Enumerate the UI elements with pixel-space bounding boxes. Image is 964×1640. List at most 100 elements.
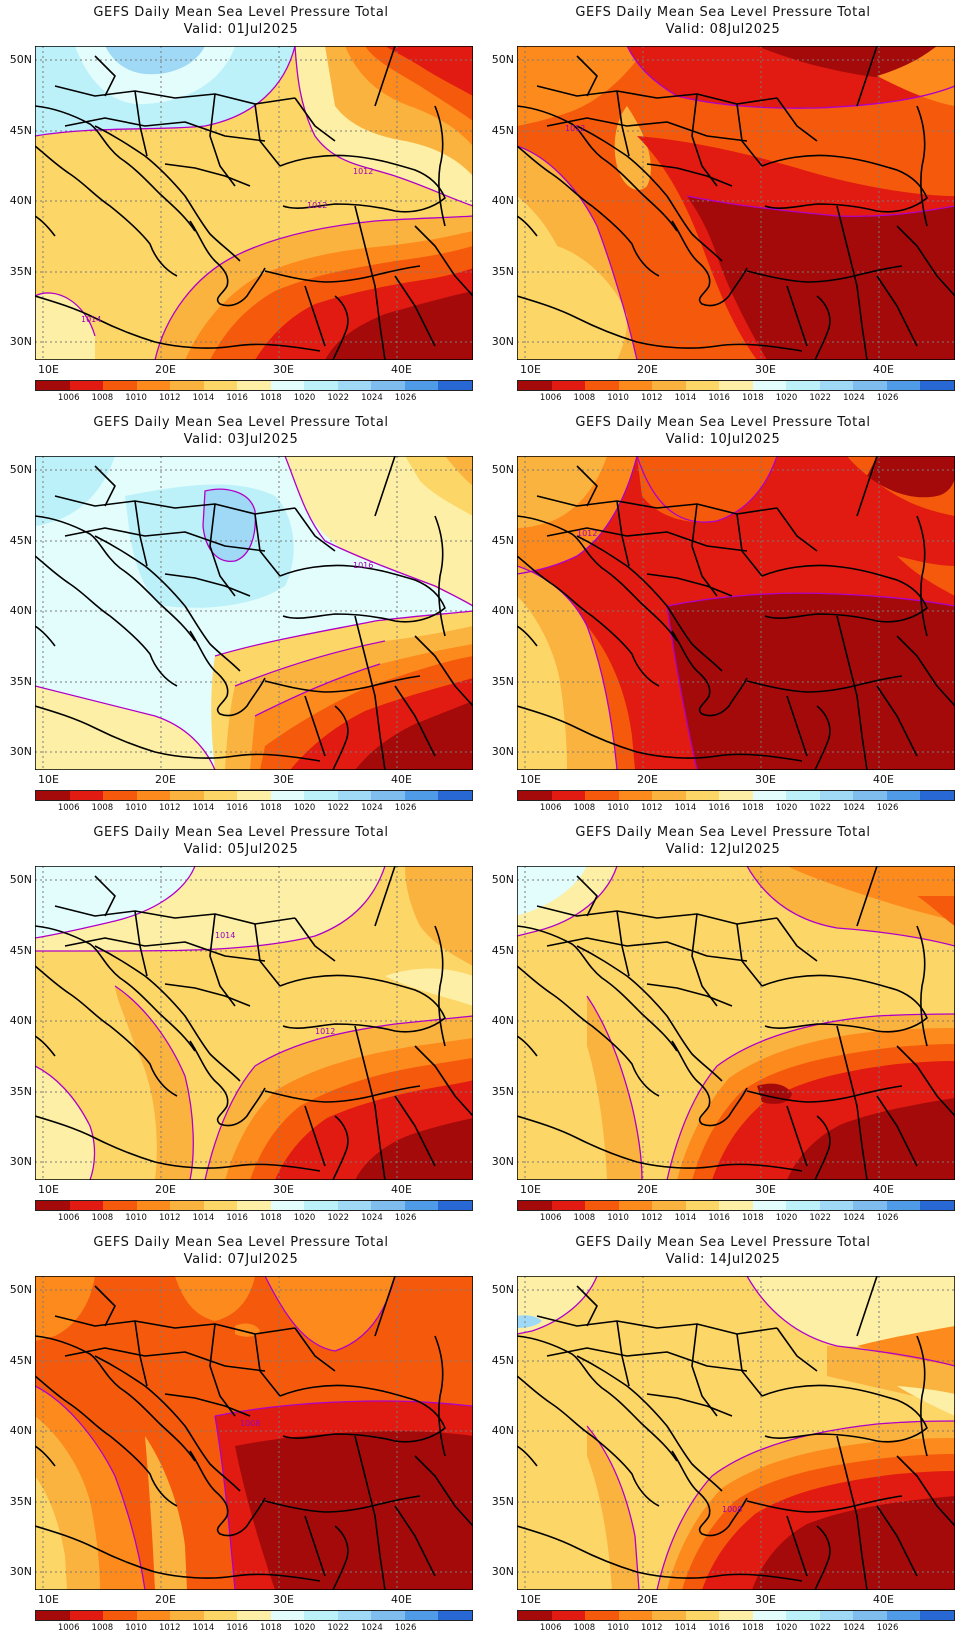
colorbar-swatch: [103, 791, 137, 800]
lon-label: 40E: [873, 1183, 894, 1196]
lat-label: 45N: [9, 124, 32, 137]
colorbar-label: 1024: [843, 1623, 865, 1633]
colorbar-label: 1026: [394, 803, 417, 813]
colorbar-swatch: [270, 1611, 305, 1620]
lat-label: 35N: [491, 265, 514, 278]
map-panel-10jul: GEFS Daily Mean Sea Level Pressure Total…: [482, 410, 964, 820]
colorbar-label: 1018: [260, 1213, 282, 1223]
colorbar-swatch: [853, 381, 887, 390]
lat-label: 35N: [9, 265, 32, 278]
colorbar-swatch: [618, 381, 653, 390]
lat-label: 45N: [9, 944, 32, 957]
colorbar-swatch: [685, 1201, 720, 1210]
colorbar-labels: 1006 1008 1010 1012 1014 1016 1018 1020 1022 1024…: [517, 393, 955, 405]
lat-label: 45N: [9, 1354, 32, 1367]
colorbar-swatch: [719, 1201, 753, 1210]
colorbar-swatch: [719, 381, 753, 390]
lat-label: 45N: [491, 124, 514, 137]
colorbar-swatch: [551, 791, 586, 800]
lon-label: 30E: [273, 363, 294, 376]
lat-label: 50N: [9, 53, 32, 66]
lat-label: 40N: [9, 1424, 32, 1437]
colorbar-label: 1026: [876, 803, 899, 813]
colorbar-swatch: [886, 1201, 921, 1210]
colorbar: [35, 1610, 473, 1621]
colorbar-label: 1022: [809, 803, 832, 813]
colorbar-swatch: [752, 1201, 787, 1210]
colorbar-label: 1016: [226, 1623, 248, 1633]
map-panel-07jul: GEFS Daily Mean Sea Level Pressure Total…: [0, 1230, 482, 1640]
lat-label: 50N: [491, 53, 514, 66]
pressure-map: 1012: [517, 456, 955, 770]
contour-label: 1012: [307, 201, 327, 210]
colorbar-swatch: [752, 791, 787, 800]
lon-label: 10E: [520, 773, 541, 786]
panel-valid-date: Valid: 05Jul2025: [183, 842, 299, 857]
colorbar-label: 1018: [260, 803, 282, 813]
colorbar-label: 1026: [876, 1213, 899, 1223]
colorbar: [517, 790, 955, 801]
colorbar: [517, 380, 955, 391]
colorbar-label: 1010: [607, 803, 629, 813]
lat-label: 45N: [491, 534, 514, 547]
lon-label: 10E: [38, 1183, 59, 1196]
colorbar-swatch: [136, 1201, 171, 1210]
lat-label: 40N: [9, 194, 32, 207]
lon-label: 30E: [755, 1183, 776, 1196]
colorbar-label: 1018: [260, 1623, 282, 1633]
pressure-map: 1016: [35, 456, 473, 770]
colorbar-swatch: [404, 381, 439, 390]
lat-label: 50N: [9, 463, 32, 476]
colorbar-label: 1012: [158, 803, 181, 813]
pressure-map: 1014 1012: [35, 866, 473, 1180]
panel-valid-date: Valid: 08Jul2025: [665, 22, 781, 37]
lon-label: 30E: [273, 1593, 294, 1606]
lat-label: 30N: [491, 1565, 514, 1578]
colorbar-swatch: [404, 1611, 439, 1620]
colorbar-label: 1016: [708, 393, 730, 403]
lat-label: 50N: [9, 1283, 32, 1296]
colorbar-swatch: [786, 381, 820, 390]
colorbar-label: 1014: [192, 1213, 215, 1223]
panel-valid-date: Valid: 10Jul2025: [665, 432, 781, 447]
colorbar-label: 1018: [742, 393, 764, 403]
colorbar-swatch: [371, 791, 405, 800]
contour-label: 1014: [81, 315, 101, 324]
colorbar-swatch: [136, 381, 171, 390]
colorbar-swatch: [103, 1611, 137, 1620]
lat-label: 35N: [9, 1495, 32, 1508]
lon-label: 30E: [755, 773, 776, 786]
colorbar-label: 1008: [91, 803, 114, 813]
colorbar-swatch: [786, 1611, 820, 1620]
lon-label: 40E: [873, 1593, 894, 1606]
colorbar-swatch: [819, 1611, 854, 1620]
colorbar-swatch: [203, 1201, 238, 1210]
colorbar-label: 1014: [192, 803, 215, 813]
colorbar-label: 1012: [640, 393, 663, 403]
colorbar-label: 1022: [809, 1623, 832, 1633]
map-panel-14jul: GEFS Daily Mean Sea Level Pressure Total…: [482, 1230, 964, 1640]
colorbar-label: 1022: [327, 1623, 350, 1633]
lat-label: 50N: [491, 463, 514, 476]
colorbar-label: 1008: [573, 1213, 596, 1223]
colorbar-swatch: [438, 381, 472, 390]
colorbar-swatch: [551, 1201, 586, 1210]
colorbar-swatch: [270, 1201, 305, 1210]
colorbar-label: 1016: [708, 803, 730, 813]
colorbar-swatch: [69, 1201, 104, 1210]
colorbar-swatch: [270, 791, 305, 800]
colorbar-label: 1014: [674, 393, 697, 403]
colorbar-swatch: [270, 381, 305, 390]
colorbar-swatch: [170, 1201, 204, 1210]
contour-label: 1012: [315, 1027, 335, 1036]
colorbar-swatch: [886, 381, 921, 390]
lat-label: 30N: [491, 1155, 514, 1168]
panel-title: GEFS Daily Mean Sea Level Pressure Total: [93, 825, 389, 840]
colorbar-label: 1016: [226, 1213, 248, 1223]
colorbar-swatch: [752, 1611, 787, 1620]
lat-label: 35N: [9, 675, 32, 688]
contour-label: 1012: [577, 529, 597, 538]
colorbar-swatch: [819, 1201, 854, 1210]
lon-label: 40E: [873, 363, 894, 376]
colorbar-swatch: [337, 381, 372, 390]
